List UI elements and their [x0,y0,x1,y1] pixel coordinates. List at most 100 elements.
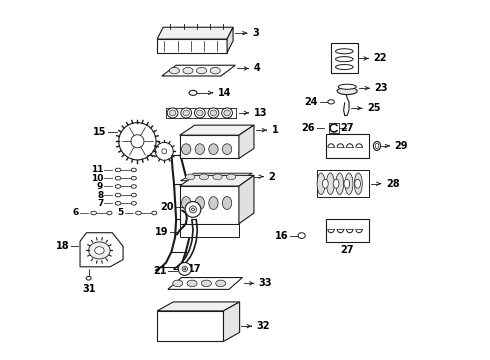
Polygon shape [227,27,233,53]
Ellipse shape [107,211,112,215]
Polygon shape [157,311,223,341]
Text: 22: 22 [373,53,387,63]
Polygon shape [180,125,254,135]
Ellipse shape [317,173,325,194]
Ellipse shape [152,211,157,215]
Ellipse shape [131,176,136,180]
Text: 32: 32 [256,321,270,331]
Ellipse shape [209,197,218,210]
Polygon shape [180,224,239,237]
Text: 18: 18 [56,241,70,251]
Text: 15: 15 [93,127,107,137]
Text: 27: 27 [341,244,354,255]
Ellipse shape [119,123,156,160]
Text: 24: 24 [304,97,318,107]
Ellipse shape [91,211,97,215]
Ellipse shape [183,110,190,116]
Ellipse shape [355,179,361,188]
Text: 3: 3 [252,28,259,38]
Text: 12: 12 [132,150,146,160]
Polygon shape [168,278,243,289]
Text: 9: 9 [97,182,103,191]
Ellipse shape [186,174,195,180]
Ellipse shape [131,185,136,188]
Ellipse shape [155,142,173,160]
Polygon shape [317,170,368,197]
Ellipse shape [226,174,236,180]
Ellipse shape [322,179,328,188]
Ellipse shape [190,206,196,213]
Ellipse shape [170,110,176,116]
Ellipse shape [336,57,353,62]
Ellipse shape [196,110,203,116]
FancyBboxPatch shape [331,43,358,73]
Polygon shape [162,65,235,76]
Ellipse shape [336,173,343,194]
Text: 1: 1 [271,125,278,135]
Ellipse shape [181,108,192,118]
Ellipse shape [337,87,357,95]
Text: 7: 7 [97,199,103,208]
FancyBboxPatch shape [326,219,369,242]
Ellipse shape [196,67,207,74]
Ellipse shape [184,268,186,270]
Polygon shape [80,233,123,267]
Polygon shape [157,27,233,39]
Text: 31: 31 [82,284,96,294]
Ellipse shape [195,144,204,154]
Ellipse shape [162,149,167,154]
Ellipse shape [216,280,226,287]
Ellipse shape [115,185,121,188]
Polygon shape [157,302,240,311]
Ellipse shape [221,108,232,118]
Polygon shape [223,302,240,341]
Ellipse shape [338,84,356,89]
Ellipse shape [345,173,353,194]
Text: 5: 5 [118,208,124,217]
Polygon shape [180,175,254,186]
Text: 17: 17 [188,264,202,274]
Ellipse shape [210,67,221,74]
Ellipse shape [187,280,197,287]
Text: 10: 10 [91,174,103,183]
Ellipse shape [222,144,232,154]
Text: 33: 33 [259,278,272,288]
Text: 20: 20 [160,202,173,212]
Polygon shape [239,125,254,158]
Ellipse shape [115,176,121,180]
Ellipse shape [195,197,204,210]
Ellipse shape [336,64,353,69]
Text: 13: 13 [254,108,267,118]
Ellipse shape [209,144,218,154]
Text: 19: 19 [155,227,168,237]
Ellipse shape [136,211,141,215]
Ellipse shape [183,67,193,74]
Text: 25: 25 [367,103,380,113]
Text: 23: 23 [374,83,388,93]
Ellipse shape [328,100,334,104]
Ellipse shape [213,174,222,180]
Ellipse shape [210,110,217,116]
Ellipse shape [189,90,197,95]
Ellipse shape [89,242,110,259]
Ellipse shape [336,49,353,54]
Polygon shape [239,175,254,224]
Text: 4: 4 [254,63,260,73]
Text: 21: 21 [153,266,167,276]
FancyBboxPatch shape [326,134,369,158]
Ellipse shape [333,179,339,188]
Ellipse shape [167,108,178,118]
Polygon shape [157,39,227,53]
Polygon shape [180,186,239,224]
Ellipse shape [224,110,230,116]
Ellipse shape [172,280,183,287]
Ellipse shape [354,173,362,194]
Text: 2: 2 [269,172,275,182]
Ellipse shape [373,141,381,150]
Ellipse shape [182,266,188,272]
Ellipse shape [222,197,232,210]
Text: 26: 26 [301,123,315,133]
Text: 8: 8 [97,190,103,199]
Ellipse shape [192,208,195,211]
Ellipse shape [375,143,379,149]
